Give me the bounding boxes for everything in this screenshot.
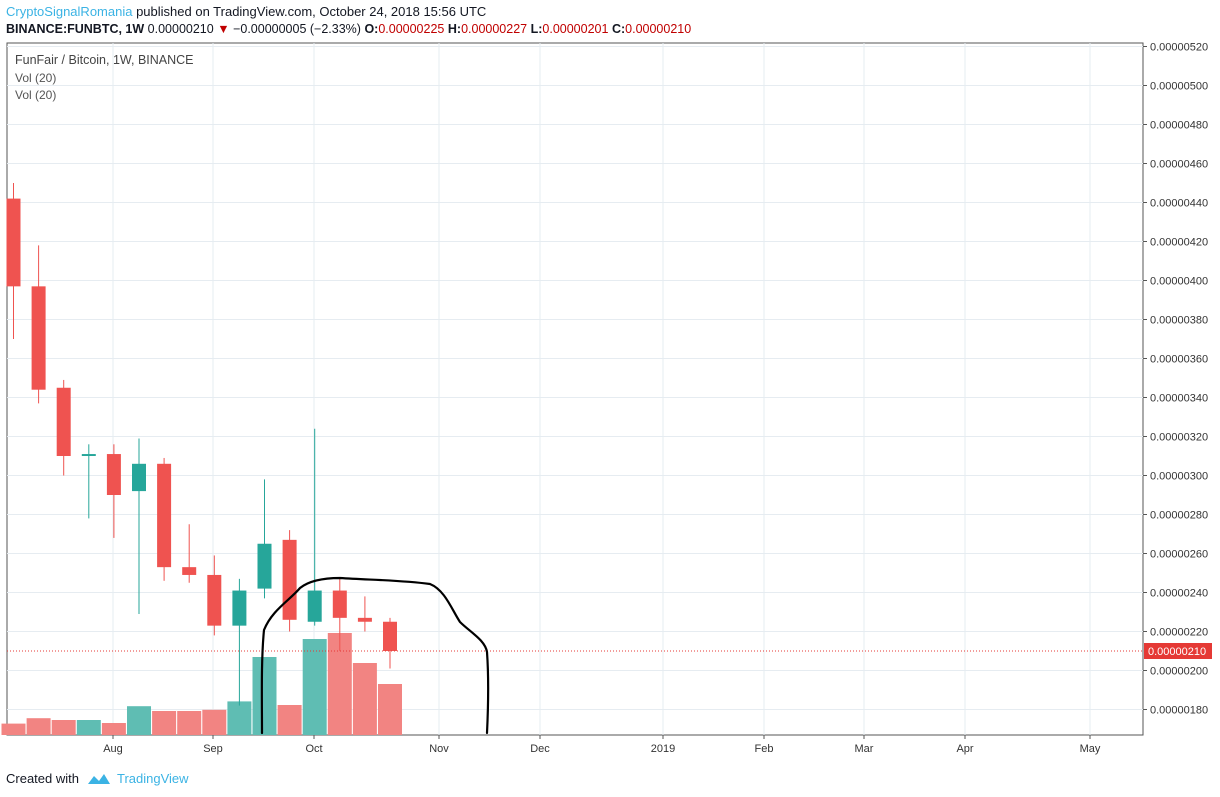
- high-label: H:: [447, 22, 462, 36]
- low-label: L:: [530, 22, 543, 36]
- y-tick-label: 0.00000380: [1150, 315, 1208, 327]
- volume-legend-2: Vol (20): [15, 88, 57, 102]
- volume-legend-1: Vol (20): [15, 71, 57, 85]
- x-tick-label: Nov: [429, 743, 449, 755]
- y-tick-label: 0.00000460: [1150, 159, 1208, 171]
- y-tick-label: 0.00000420: [1150, 237, 1208, 249]
- volume-bar: [101, 723, 126, 735]
- x-tick-label: Mar: [855, 743, 874, 755]
- author-link[interactable]: CryptoSignalRomania: [6, 4, 133, 19]
- volume-bar: [177, 711, 202, 735]
- high-value: 0.00000227: [461, 22, 528, 36]
- candle-body: [282, 539, 297, 620]
- volume-bar: [277, 705, 302, 735]
- volume-bar: [252, 657, 277, 735]
- volume-bar: [1, 723, 26, 735]
- volume-bar: [152, 711, 177, 735]
- close-value: 0.00000210: [625, 22, 692, 36]
- plot-area[interactable]: [6, 42, 1144, 736]
- publish-text: published on TradingView.com, October 24…: [132, 4, 487, 19]
- volume-bar: [51, 720, 76, 735]
- y-tick-label: 0.00000200: [1150, 666, 1208, 678]
- ohlc-bar: BINANCE:FUNBTC, 1W 0.00000210 ▼ −0.00000…: [6, 22, 691, 36]
- hand-drawn-annotation: [260, 576, 490, 735]
- y-tick-label: 0.00000180: [1150, 705, 1208, 717]
- tradingview-link[interactable]: TradingView: [116, 771, 189, 786]
- y-tick-label: 0.00000360: [1150, 354, 1208, 366]
- candle-body: [232, 590, 247, 626]
- low-value: 0.00000201: [542, 22, 609, 36]
- tradingview-logo-icon: [87, 773, 110, 784]
- candle-body: [157, 463, 172, 568]
- last-price-tag: [1144, 643, 1212, 659]
- change-value: −0.00000005 (−2.33%): [233, 22, 361, 36]
- candle-body: [182, 567, 197, 575]
- x-tick-label: Feb: [755, 743, 774, 755]
- candle-body: [383, 621, 397, 651]
- x-tick-label: Dec: [530, 743, 550, 755]
- y-tick-label: 0.00000400: [1150, 276, 1208, 288]
- volume-bar: [76, 720, 101, 735]
- y-tick-label: 0.00000220: [1150, 627, 1208, 639]
- candle-body: [81, 454, 96, 456]
- candle-body: [257, 543, 272, 589]
- y-tick-label: 0.00000240: [1150, 588, 1208, 600]
- volume-bar: [26, 718, 51, 735]
- y-tick-label: 0.00000320: [1150, 432, 1208, 444]
- x-tick-label: Aug: [103, 743, 123, 755]
- y-tick-label: 0.00000260: [1150, 549, 1208, 561]
- candle-body: [106, 454, 121, 495]
- last-price-tag-label: 0.00000210: [1148, 646, 1206, 658]
- x-tick-label: Apr: [956, 743, 973, 755]
- volume-bar: [302, 639, 327, 735]
- candle-body: [56, 387, 71, 456]
- publish-info: CryptoSignalRomania published on Trading…: [6, 4, 486, 19]
- candle-body: [132, 463, 146, 492]
- open-label: O:: [364, 22, 379, 36]
- y-tick-label: 0.00000520: [1150, 42, 1208, 54]
- volume-bar: [378, 684, 402, 735]
- volume-bar: [352, 663, 377, 735]
- candle-body: [307, 590, 322, 622]
- y-tick-label: 0.00000500: [1150, 81, 1208, 93]
- volume-bar: [227, 701, 252, 735]
- volume-bar: [202, 709, 227, 735]
- candle-body: [31, 286, 46, 390]
- candle-body: [332, 590, 347, 618]
- candle-body: [357, 617, 372, 622]
- chart-title: FunFair / Bitcoin, 1W, BINANCE: [15, 53, 194, 67]
- y-tick-label: 0.00000340: [1150, 393, 1208, 405]
- symbol-label: BINANCE:FUNBTC, 1W: [6, 22, 145, 36]
- footer: Created with TradingView: [6, 771, 189, 786]
- x-tick-label: 2019: [651, 743, 675, 755]
- volume-bar: [127, 706, 151, 735]
- y-tick-label: 0.00000480: [1150, 120, 1208, 132]
- x-tick-label: Oct: [305, 743, 322, 755]
- close-label: C:: [611, 22, 626, 36]
- down-arrow-icon: ▼: [217, 22, 230, 36]
- y-tick-label: 0.00000280: [1150, 510, 1208, 522]
- x-tick-label: May: [1080, 743, 1101, 755]
- last-price: 0.00000210: [147, 22, 214, 36]
- created-with-label: Created with: [6, 771, 79, 786]
- candle-body: [6, 198, 21, 287]
- candle-body: [207, 574, 222, 626]
- open-value: 0.00000225: [378, 22, 445, 36]
- y-tick-label: 0.00000300: [1150, 471, 1208, 483]
- y-tick-label: 0.00000440: [1150, 198, 1208, 210]
- x-tick-label: Sep: [203, 743, 223, 755]
